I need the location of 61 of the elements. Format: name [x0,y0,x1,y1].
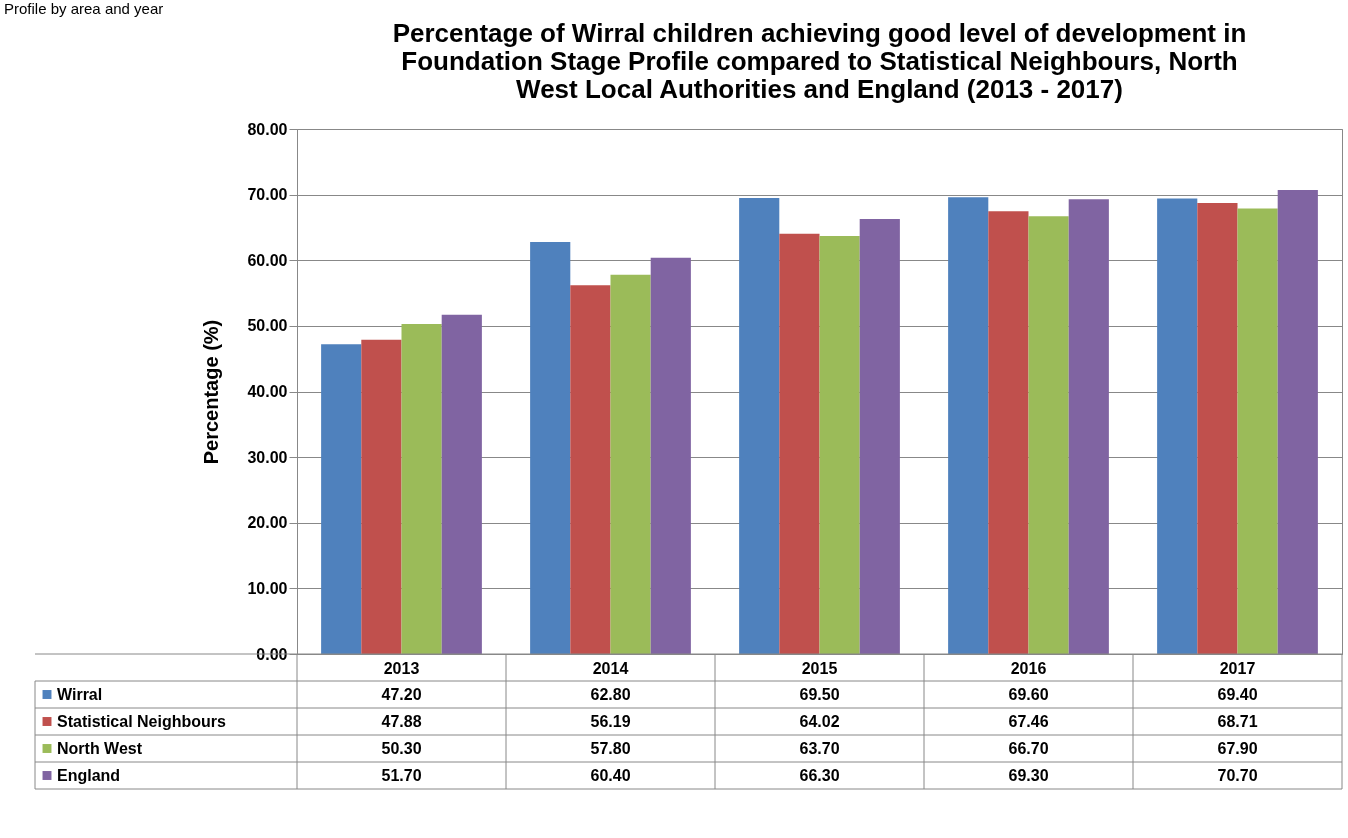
bar [530,241,571,654]
bar [948,197,989,654]
data-label: 47.88 [381,712,422,730]
data-label: 67.90 [1217,739,1258,757]
data-label: 60.40 [590,766,631,784]
data-label: 63.70 [799,739,840,757]
bar [361,339,402,654]
bar [610,274,651,654]
data-label: 67.46 [1008,712,1049,730]
data-label: 64.02 [799,712,840,730]
data-label: 50.30 [381,739,422,757]
data-label: 51.70 [381,766,422,784]
chart-title: Percentage of Wirral children achieving good level of development in Foundation Stage Profile compared to Statistical Neighbours, North West Local Authorities and England (2013 - 2017) [392,18,1247,104]
data-label: 66.30 [799,766,840,784]
bar [1197,203,1238,654]
text: Profile by area and year [4,0,164,17]
x-tick-label: 2017 [1219,659,1256,677]
bar [859,218,900,654]
bar [819,235,860,654]
x-tick-label: 2013 [383,659,420,677]
legend-label: Wirral [57,685,103,703]
bar [1157,198,1198,654]
y-tick-label: 50.00 [247,317,288,335]
bar [401,323,442,654]
data-label: 68.71 [1217,712,1258,730]
bar [739,197,780,654]
bar [441,314,482,654]
y-tick-label: 30.00 [247,448,288,466]
data-label: 57.80 [590,739,631,757]
bar [1237,208,1278,654]
data-label: 66.70 [1008,739,1049,757]
x-tick-label: 2014 [592,659,629,677]
legend-label: Statistical Neighbours [57,712,227,730]
x-tick-label: 2015 [801,659,838,677]
data-label: 69.60 [1008,685,1049,703]
y-axis-title: Percentage (%) [200,319,223,465]
bar [321,344,362,654]
data-label: 47.20 [381,685,422,703]
y-tick-label: 60.00 [247,251,288,269]
legend-label: England [57,766,121,784]
y-tick-label: 10.00 [247,579,288,597]
y-tick-label: 20.00 [247,514,288,532]
bar [1028,216,1069,654]
legend-label: North West [57,739,143,757]
y-tick-label: 40.00 [247,383,288,400]
data-label: 62.80 [590,685,631,703]
bar [650,257,691,654]
y-tick-label: 70.00 [247,186,288,204]
data-label: 56.19 [590,712,631,730]
data-label: 69.50 [799,685,840,703]
bar [988,211,1029,654]
y-tick-label: 0.00 [256,645,288,663]
data-label: 70.70 [1217,766,1258,784]
bar [570,285,611,654]
data-label: 69.30 [1008,766,1049,784]
bar [779,233,820,654]
x-tick-label: 2016 [1010,659,1047,677]
bar [1277,190,1318,654]
data-label: 69.40 [1217,685,1258,703]
bar [1068,199,1109,654]
y-tick-label: 80.00 [247,120,288,138]
